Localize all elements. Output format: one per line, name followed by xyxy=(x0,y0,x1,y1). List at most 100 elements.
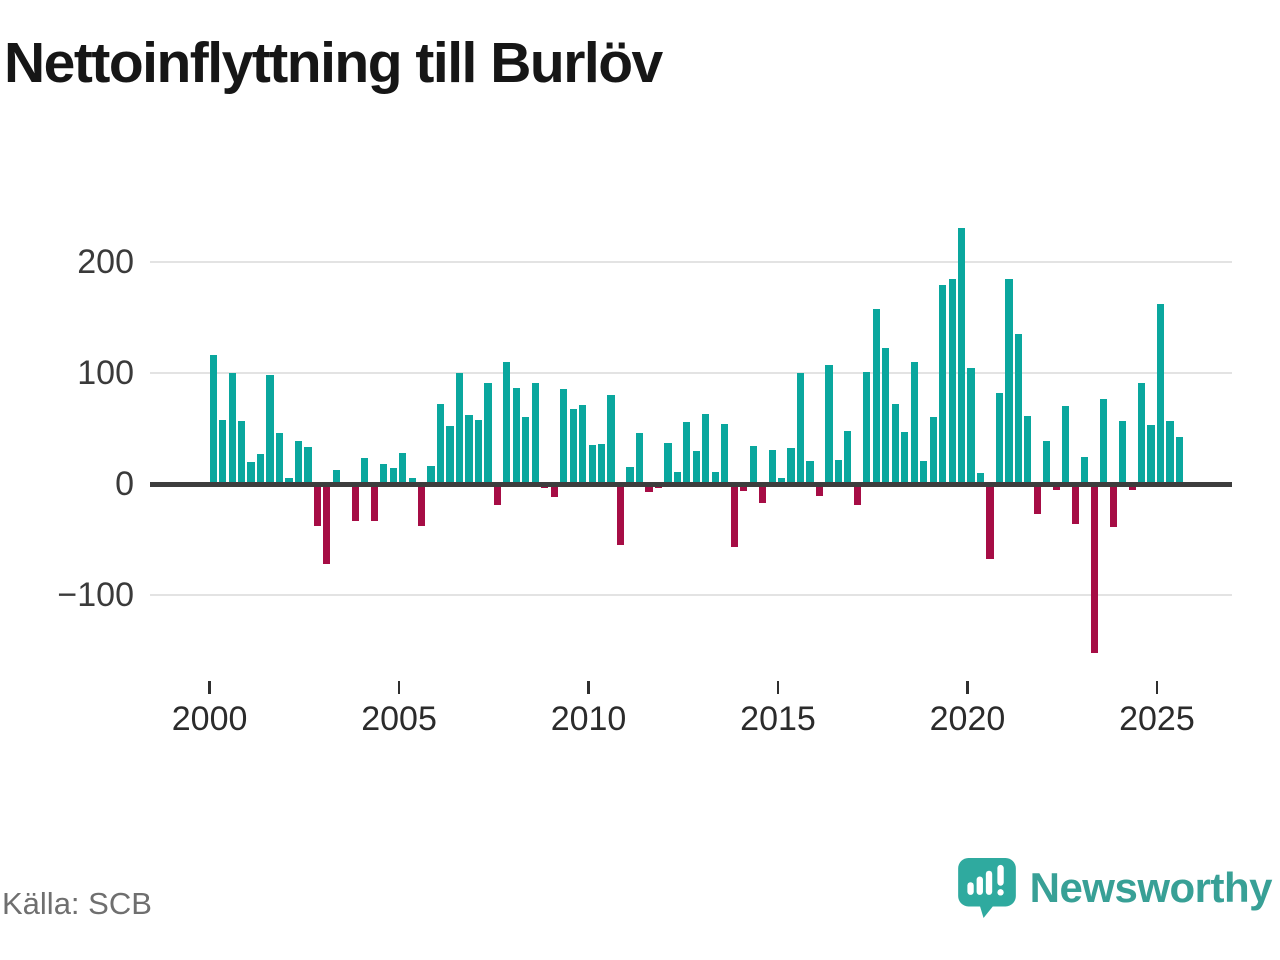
bar-2000Q2 xyxy=(219,419,227,484)
newsworthy-wordmark: Newsworthy xyxy=(1029,864,1273,911)
bar-2006Q1 xyxy=(436,403,445,484)
bar-2022Q1 xyxy=(1043,440,1051,484)
bar-2009Q1 xyxy=(550,484,558,498)
bar-2020Q2 xyxy=(976,472,985,484)
bar-2018Q3 xyxy=(910,361,918,484)
bar-2014Q2 xyxy=(749,446,757,484)
bar-2004Q4 xyxy=(389,468,397,484)
bar-2010Q2 xyxy=(598,443,606,484)
bar-2016Q4 xyxy=(844,430,852,484)
bar-2001Q2 xyxy=(256,453,265,484)
bar-2007Q4 xyxy=(503,361,511,484)
bar-2021Q4 xyxy=(1033,484,1041,515)
bar-2003Q4 xyxy=(351,484,359,521)
bar-2013Q4 xyxy=(730,484,738,548)
bar-2020Q1 xyxy=(967,368,975,484)
bar-2008Q3 xyxy=(531,382,539,484)
bar-2007Q1 xyxy=(474,419,483,484)
y-axis-label-200: 200 xyxy=(77,242,134,281)
x-axis-tick-2000 xyxy=(208,681,211,694)
bar-2013Q1 xyxy=(702,413,710,484)
bar-2009Q3 xyxy=(569,409,577,484)
bar-2019Q1 xyxy=(929,417,937,484)
bar-2019Q3 xyxy=(948,279,956,484)
x-axis-label-2025: 2025 xyxy=(1119,700,1195,738)
x-axis-label-2015: 2015 xyxy=(740,700,816,738)
bar-2025Q1 xyxy=(1156,303,1165,484)
bar-2008Q1 xyxy=(512,388,520,484)
bar-2005Q2 xyxy=(408,478,416,484)
bar-2016Q1 xyxy=(815,484,824,497)
x-axis-tick-2020 xyxy=(966,681,969,694)
y-axis-label--100: −100 xyxy=(57,576,134,615)
bar-2024Q4 xyxy=(1147,425,1155,484)
x-axis-tick-2010 xyxy=(587,681,590,694)
bar-2025Q2 xyxy=(1166,420,1174,484)
bar-2015Q2 xyxy=(787,448,795,484)
bar-2000Q1 xyxy=(209,355,217,484)
x-axis-tick-2015 xyxy=(776,681,780,694)
bar-2023Q2 xyxy=(1090,484,1098,654)
bar-2002Q1 xyxy=(285,478,293,484)
y-axis-label-0: 0 xyxy=(115,465,134,503)
bar-2022Q3 xyxy=(1062,406,1070,484)
bar-2014Q4 xyxy=(768,449,776,484)
bar-2001Q3 xyxy=(266,375,274,484)
x-axis-label-2005: 2005 xyxy=(361,700,437,738)
bar-2007Q3 xyxy=(493,484,501,506)
bar-2018Q4 xyxy=(920,460,928,484)
gridline--100 xyxy=(150,594,1232,597)
newsworthy-logo: Newsworthy xyxy=(957,858,1273,918)
bar-2014Q3 xyxy=(759,484,767,503)
bar-2018Q1 xyxy=(891,403,899,484)
bar-2001Q1 xyxy=(247,461,255,484)
bar-2016Q2 xyxy=(825,365,833,484)
bar-2022Q2 xyxy=(1052,484,1060,490)
bar-2010Q1 xyxy=(588,445,596,484)
newsworthy-logo-icon xyxy=(957,858,1016,918)
bar-2023Q4 xyxy=(1109,484,1117,528)
bar-2004Q2 xyxy=(370,484,378,521)
bar-2017Q1 xyxy=(853,484,861,506)
bar-2002Q3 xyxy=(304,447,312,484)
x-axis-label-2010: 2010 xyxy=(550,700,627,738)
chart-title: Nettoinflyttning till Burlöv xyxy=(4,31,663,95)
gridline-200 xyxy=(150,260,1232,263)
bar-2024Q3 xyxy=(1137,382,1146,484)
bar-2023Q3 xyxy=(1100,399,1108,484)
source-note: Källa: SCB xyxy=(2,886,152,921)
bar-2015Q3 xyxy=(796,372,805,484)
bar-2015Q1 xyxy=(777,478,786,484)
bar-2002Q4 xyxy=(313,484,321,527)
bar-2012Q2 xyxy=(673,471,681,484)
bar-2000Q3 xyxy=(228,372,236,484)
bar-2000Q4 xyxy=(238,420,246,484)
bar-2021Q1 xyxy=(1005,279,1013,484)
bar-2006Q4 xyxy=(465,415,473,484)
bar-2006Q2 xyxy=(446,426,454,484)
x-axis-tick-2005 xyxy=(397,681,401,694)
bar-2010Q4 xyxy=(616,484,625,546)
bar-2024Q1 xyxy=(1119,420,1127,484)
bar-2006Q3 xyxy=(455,372,464,484)
bar-2002Q2 xyxy=(294,440,303,484)
bar-2013Q2 xyxy=(711,471,719,484)
x-axis-label-2020: 2020 xyxy=(929,700,1006,738)
x-axis-label-2000: 2000 xyxy=(171,700,248,738)
bar-2020Q3 xyxy=(986,484,994,559)
bar-2017Q2 xyxy=(863,371,871,484)
bar-2007Q2 xyxy=(484,382,492,484)
bar-2012Q3 xyxy=(683,421,691,484)
bar-2011Q3 xyxy=(645,484,653,492)
y-axis-label-100: 100 xyxy=(77,353,134,392)
bar-2011Q1 xyxy=(626,467,634,484)
x-axis-tick-2025 xyxy=(1155,681,1159,694)
bar-2022Q4 xyxy=(1071,484,1079,525)
bar-2003Q2 xyxy=(332,469,340,484)
bar-2024Q2 xyxy=(1128,484,1136,490)
bar-2023Q1 xyxy=(1081,457,1089,484)
bar-2008Q2 xyxy=(522,417,530,484)
bar-2019Q2 xyxy=(939,284,947,484)
bar-2005Q3 xyxy=(418,484,426,527)
